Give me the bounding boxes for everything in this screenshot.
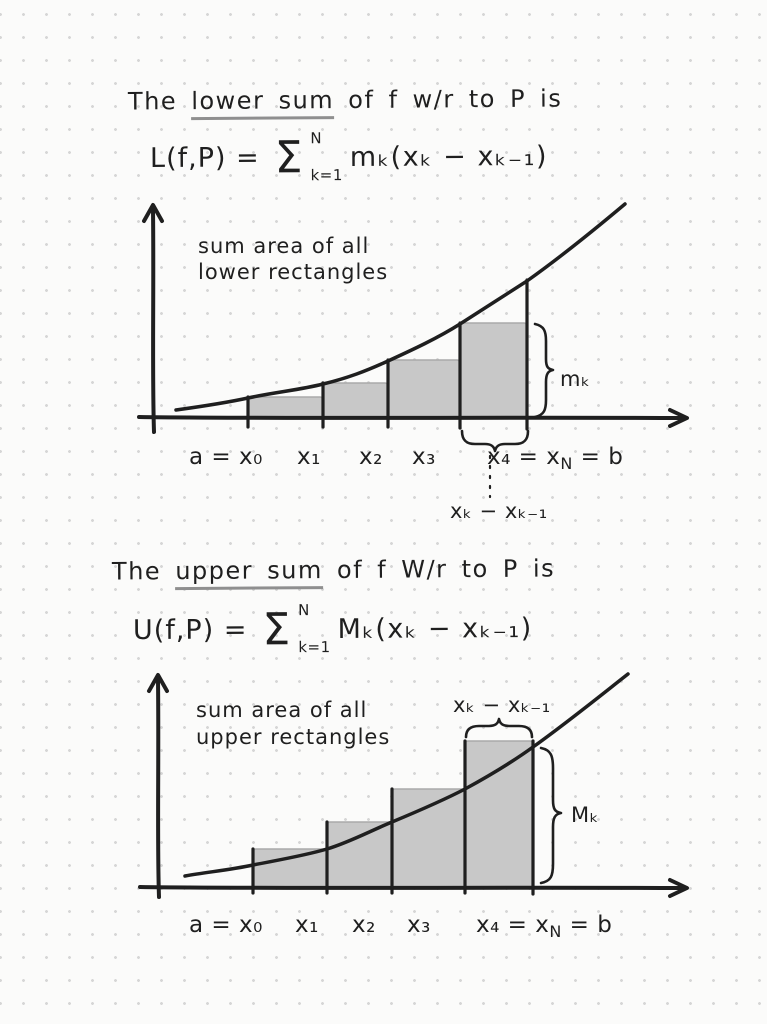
tick-label-x4: x₄ = xN = b [476,912,612,941]
height-brace [535,324,553,417]
height-brace [541,748,561,883]
x-axis-arrow-icon [670,880,687,896]
interval-overbrace [466,719,532,737]
tick-label-x3: x₃ [412,444,436,470]
y-axis-arrow-icon [144,205,162,221]
height-brace-label: mₖ [560,367,590,391]
x-axis [140,887,684,888]
lower-rectangle-2 [323,383,388,418]
lower-diagram-note-line2: lower rectangles [198,260,388,284]
upper-sum-diagram: sum area of all upper rectangles xₖ − xₖ… [140,674,687,941]
interval-width-label: xₖ − xₖ₋₁ [450,499,548,523]
tick-x4-post: = b [573,444,624,470]
lower-diagram-note-line1: sum area of all [198,234,369,258]
tick-x4-sub: N [560,454,572,473]
tick-label-x2: x₂ [359,444,383,470]
tick-x4-sub: N [549,922,561,941]
tick-label-x1: x₁ [295,912,319,938]
tick-label-x0: a = x₀ [189,912,263,938]
upper-diagram-note-line1: sum area of all [196,698,367,722]
interval-underbrace [462,431,528,451]
y-axis-arrow-icon [149,675,167,691]
height-brace-label: Mₖ [571,803,599,827]
tick-label-x2: x₂ [352,912,376,938]
upper-rectangle-2 [327,822,392,888]
y-axis [153,210,154,432]
interval-width-label: xₖ − xₖ₋₁ [453,693,551,717]
upper-diagram-note-line2: upper rectangles [196,725,390,749]
x-axis-arrow-icon [670,410,687,426]
lower-rectangle-4 [460,323,527,418]
lower-sum-diagram: sum area of all lower rectangles mₖ xₖ −… [139,204,687,523]
upper-rectangle-4 [465,741,533,888]
lower-rectangle-1 [248,397,323,418]
tick-label-x4: x₄ = xN = b [487,444,623,473]
upper-rectangle-1 [253,849,327,888]
tick-label-x0: a = x₀ [189,444,263,470]
tick-label-x3: x₃ [407,912,431,938]
lower-rectangle-3 [388,360,460,418]
tick-x4-pre: x₄ = x [487,444,560,470]
y-axis [158,680,159,897]
x-axis [139,417,684,418]
tick-label-x1: x₁ [297,444,321,470]
tick-x4-post: = b [562,912,613,938]
tick-x4-pre: x₄ = x [476,912,549,938]
upper-rectangle-3 [392,789,465,888]
